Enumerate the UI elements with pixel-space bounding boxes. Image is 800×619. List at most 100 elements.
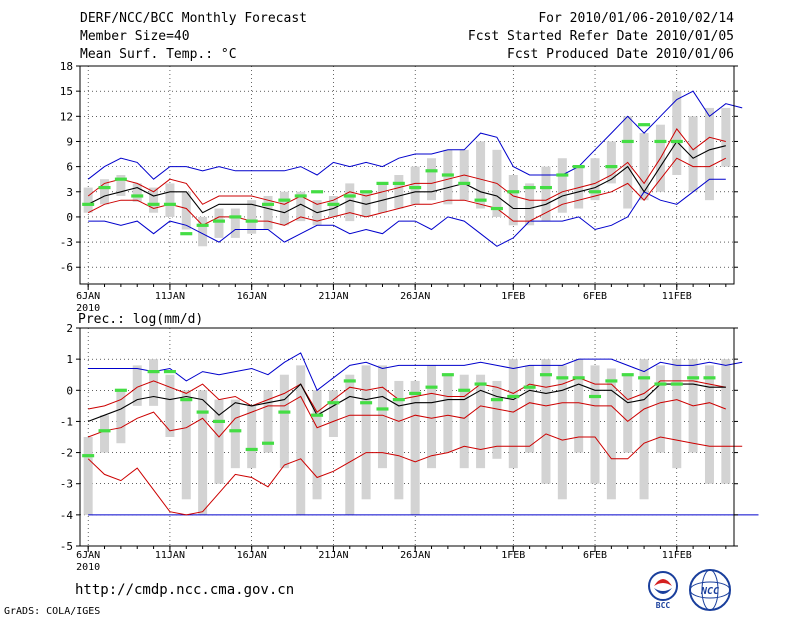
observed-marker [670, 382, 683, 386]
ensemble-box [328, 390, 338, 437]
ensemble-median-line [87, 140, 726, 214]
ensemble-min-line [88, 178, 726, 247]
y-tick-label: 2 [66, 322, 73, 335]
ensemble-box [590, 365, 600, 484]
observed-marker [196, 223, 209, 227]
observed-marker [572, 165, 585, 169]
observed-marker [294, 194, 307, 198]
bcc-logo-text: BCC [656, 601, 671, 610]
ensemble-box [639, 133, 649, 201]
x-tick-label: 11JAN [155, 291, 185, 302]
observed-marker [409, 185, 422, 190]
ensemble-box [721, 359, 731, 484]
observed-marker [262, 441, 275, 445]
ensemble-box [296, 365, 306, 515]
ensemble-box [214, 208, 224, 238]
observed-marker [212, 219, 225, 223]
x-tick-label: 1FEB [501, 550, 525, 561]
ensemble-box [361, 365, 371, 500]
observed-marker [131, 194, 144, 198]
y-tick-label: 0 [66, 384, 73, 397]
observed-marker [82, 454, 95, 458]
y-tick-label: -4 [60, 509, 74, 522]
observed-marker [180, 232, 193, 236]
x-tick-label: 16JAN [237, 550, 267, 561]
refer-date: Fcst Started Refer Date 2010/01/05 [467, 29, 734, 44]
ensemble-box [247, 405, 257, 469]
precip-label: Prec.: log(mm/d) [78, 312, 204, 327]
observed-marker [229, 215, 242, 219]
y-tick-label: -2 [60, 447, 73, 460]
observed-marker [245, 447, 258, 452]
observed-marker [262, 202, 275, 206]
ensemble-box [377, 365, 387, 469]
source-url[interactable]: http://cmdp.ncc.cma.gov.cn [75, 582, 295, 598]
ensemble-box [525, 365, 535, 453]
observed-marker [147, 202, 160, 206]
ensemble-box [263, 195, 273, 230]
observed-marker [82, 202, 95, 206]
ensemble-box [721, 107, 731, 167]
observed-marker [278, 198, 291, 202]
observed-marker [589, 190, 602, 194]
produced-date: Fcst Produced Date 2010/01/06 [507, 47, 734, 62]
ensemble-box [508, 175, 518, 226]
ensemble-box [230, 399, 240, 469]
x-tick-label: 21JAN [318, 550, 348, 561]
observed-marker [98, 429, 111, 433]
y-tick-label: -3 [60, 236, 73, 249]
y-tick-label: 18 [60, 60, 73, 73]
observed-marker [621, 373, 634, 377]
observed-marker [376, 181, 389, 185]
observed-marker [621, 139, 634, 144]
observed-marker [311, 413, 324, 417]
ensemble-box [279, 374, 289, 469]
observed-marker [327, 401, 340, 405]
ensemble-box [394, 380, 404, 500]
plot-frame [79, 65, 735, 285]
x-tick-label: 26JAN [400, 550, 430, 561]
bcc-logo: BCC [648, 571, 678, 610]
ensemble-box [149, 359, 159, 406]
ensemble-box [410, 166, 420, 205]
ensemble-box [606, 141, 616, 184]
ensemble-box [181, 390, 191, 500]
ensemble-box [541, 359, 551, 484]
member-size: Member Size=40 [80, 29, 190, 44]
observed-marker [392, 181, 405, 185]
y-tick-label: -3 [60, 478, 73, 491]
ensemble-box [83, 187, 93, 213]
lower-spread-line [88, 395, 726, 438]
observed-marker [605, 379, 618, 383]
ensemble-box [443, 149, 453, 205]
ensemble-box [655, 365, 665, 453]
ensemble-box [345, 183, 355, 222]
observed-marker [360, 401, 373, 405]
x-tick-label: 11FEB [662, 550, 692, 561]
observed-marker [703, 376, 716, 380]
y-tick-label: -6 [60, 261, 73, 274]
observed-marker [556, 173, 569, 177]
observed-marker [507, 394, 520, 399]
ensemble-box [279, 191, 289, 226]
y-tick-label: 15 [60, 85, 73, 98]
y-tick-label: 1 [66, 353, 73, 366]
observed-marker [114, 388, 127, 392]
observed-marker [392, 398, 405, 402]
ensemble-box [557, 158, 567, 213]
x-tick-sublabel: 2010 [76, 303, 100, 314]
ensemble-box [165, 183, 175, 217]
low-quantile-line [87, 433, 743, 516]
observed-marker [409, 391, 422, 395]
observed-marker [556, 376, 569, 380]
observed-marker [441, 373, 454, 377]
observed-marker [654, 382, 667, 386]
x-tick-sublabel: 2010 [76, 562, 100, 573]
ensemble-box [214, 399, 224, 484]
ensemble-box [296, 191, 306, 222]
ensemble-box [100, 179, 110, 205]
variable-label: Mean Surf. Temp.: °C [80, 47, 237, 62]
ensemble-box [704, 365, 714, 484]
ensemble-box [492, 380, 502, 459]
